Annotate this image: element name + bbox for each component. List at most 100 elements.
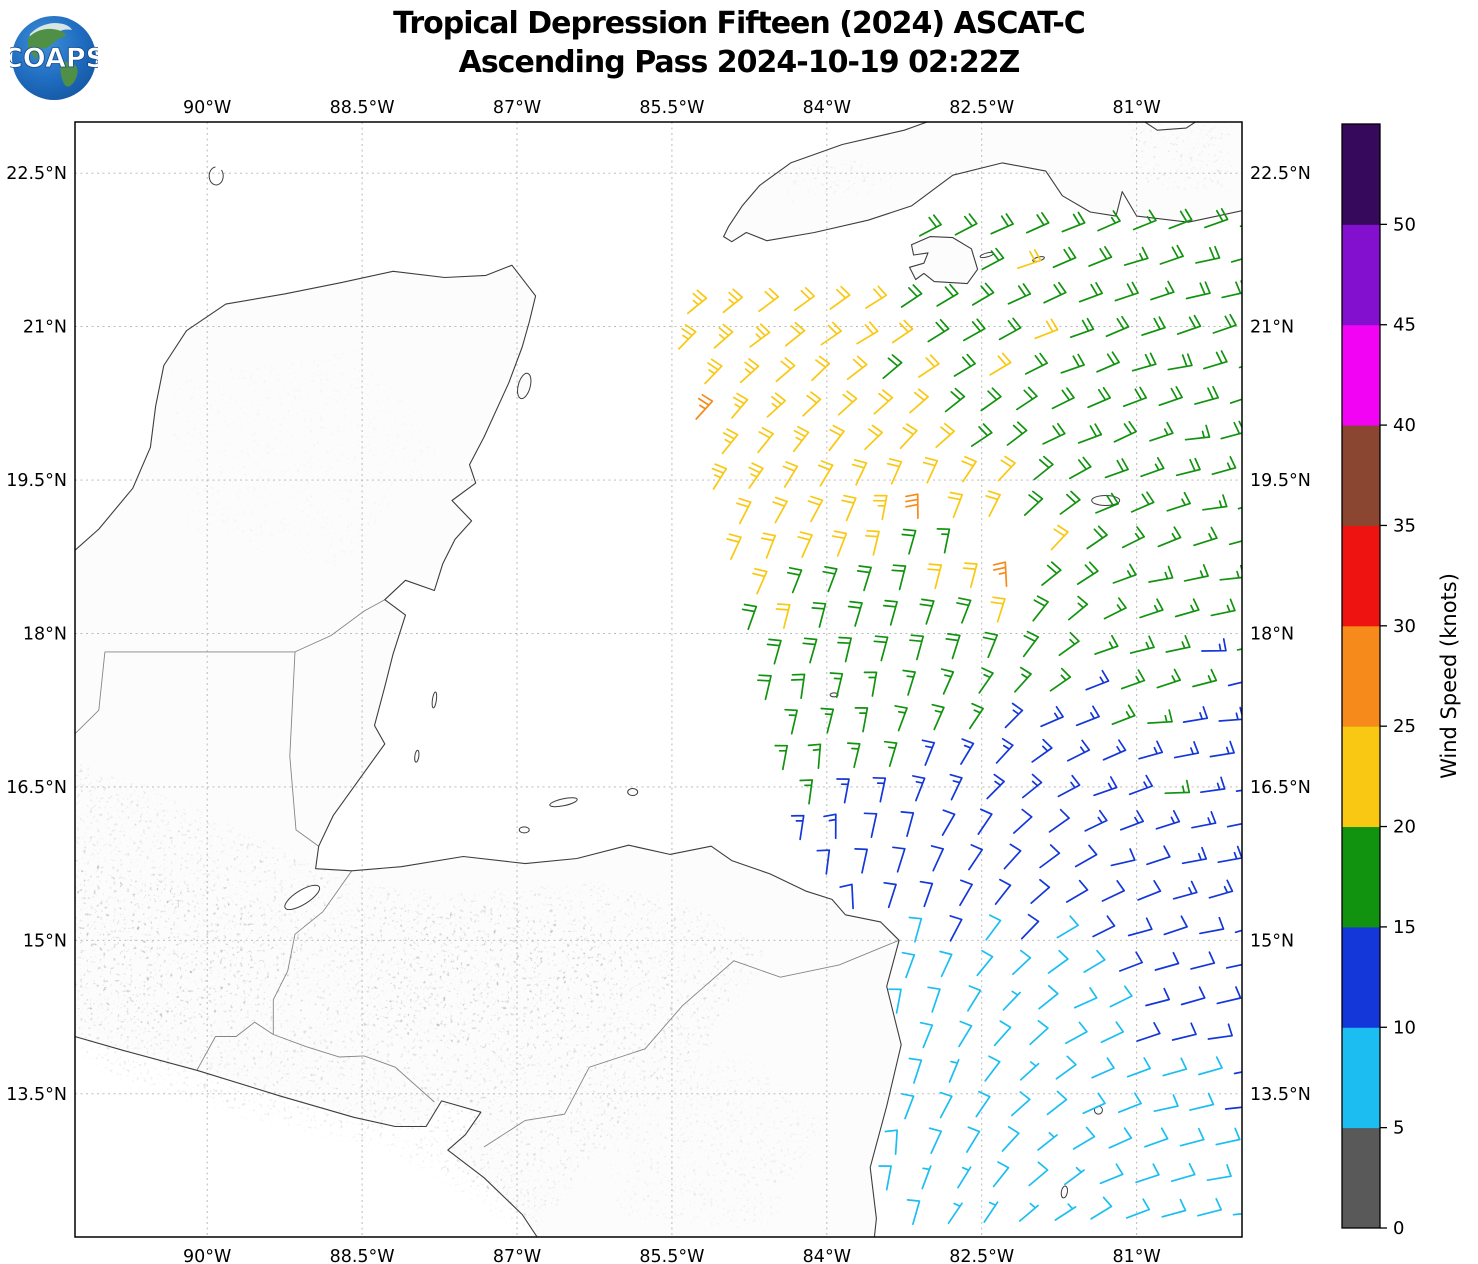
colorbar-tick-label: 50 (1393, 214, 1416, 235)
wind-barb (901, 1093, 915, 1120)
wind-barb (961, 455, 977, 483)
wind-barb (1194, 385, 1220, 405)
wind-barb (1199, 916, 1225, 935)
wind-barb (1190, 951, 1216, 970)
wind-barb (966, 1126, 981, 1153)
wind-barb (1255, 703, 1278, 721)
wind-barb (1216, 986, 1242, 1005)
wind-barb (1038, 984, 1059, 1010)
wind-barb (1225, 963, 1242, 969)
wind-barb (846, 742, 861, 769)
wind-barb (1102, 739, 1127, 761)
political-border (273, 1034, 435, 1103)
map-frame (74, 121, 1243, 1238)
wind-barb (1113, 420, 1137, 443)
wind-barb (949, 773, 963, 801)
wind-barb (908, 916, 923, 943)
wind-barb (927, 318, 950, 343)
wind-barb (901, 528, 917, 555)
wind-barb (1052, 246, 1077, 269)
wind-barb (1262, 949, 1285, 967)
wind-barb (1028, 1161, 1049, 1187)
wind-barb (900, 811, 915, 838)
wind-barb (1092, 915, 1116, 938)
colorbar-tick-label: 45 (1393, 315, 1416, 336)
wind-barb (1119, 810, 1145, 831)
wind-barb (722, 288, 744, 314)
wind-barb (1024, 352, 1049, 375)
wind-barb (1162, 1057, 1188, 1077)
wind-barb (793, 286, 816, 312)
wind-barb (1150, 280, 1175, 301)
y-axis-label-right: 21°N (1250, 318, 1294, 338)
wind-barb (1175, 457, 1201, 477)
coastline-central-america (75, 264, 902, 1237)
globe-south-america (60, 61, 78, 87)
wind-barb (872, 776, 887, 803)
wind-barb (963, 318, 986, 342)
wind-barb (1069, 317, 1095, 339)
wind-barb (1192, 668, 1218, 688)
wind-barb (1090, 1196, 1113, 1220)
wind-barb (891, 319, 914, 344)
wind-barb (792, 425, 810, 453)
wind-barb (1019, 1061, 1040, 1081)
wind-barb (1120, 669, 1146, 690)
wind-barb (980, 387, 1002, 412)
y-axis-label-left: 21°N (23, 318, 67, 338)
wind-barb (1145, 987, 1171, 1007)
wind-barb (1014, 666, 1032, 693)
wind-barb (944, 387, 966, 413)
political-border (196, 1021, 274, 1071)
wind-barb (1215, 1127, 1241, 1146)
wind-barb (939, 1091, 953, 1119)
wind-barb (873, 635, 889, 662)
x-axis-label-top: 82.5°W (949, 98, 1014, 118)
wind-barb (847, 600, 863, 627)
wind-barb (790, 814, 805, 841)
colorbar-tick-label: 30 (1393, 616, 1416, 637)
wind-barb (908, 1057, 923, 1084)
wind-barb (912, 775, 926, 802)
wind-barb (784, 321, 806, 347)
wind-barb (1201, 638, 1227, 652)
wind-barb (959, 879, 973, 907)
colorbar: Wind Speed (knots) (1341, 123, 1461, 1229)
wind-barb (784, 708, 798, 735)
wind-barb (1211, 456, 1237, 476)
wind-barb (921, 739, 936, 766)
wind-barb (1112, 563, 1137, 584)
wind-barb (1258, 278, 1280, 297)
wind-barb (786, 566, 803, 594)
x-axis-label-bottom: 84°W (803, 1247, 851, 1264)
wind-barb (1018, 1202, 1039, 1222)
wind-barb (1075, 705, 1100, 727)
wind-barb (1197, 1197, 1223, 1217)
wind-barb (864, 424, 884, 451)
map-layers (75, 122, 1242, 1237)
wind-barb (1254, 843, 1277, 861)
wind-barb (678, 324, 697, 350)
wind-barb (1127, 917, 1153, 937)
figure-subtitle: Ascending Pass 2024-10-19 02:22Z (458, 45, 1021, 80)
wind-barb (741, 603, 758, 631)
wind-barbs (678, 208, 1285, 1226)
wind-barb (1195, 245, 1221, 264)
wind-barb (807, 495, 824, 523)
x-axis-label-top: 87°W (493, 98, 541, 118)
wind-barb (854, 707, 869, 733)
wind-barb (1101, 880, 1126, 902)
wind-barb (960, 738, 975, 765)
wind-barb (1006, 421, 1028, 446)
political-border (289, 651, 319, 847)
wind-barb (981, 247, 1005, 271)
wind-barb (863, 812, 878, 839)
wind-barb (1163, 915, 1188, 936)
cays-belize (431, 691, 438, 709)
wind-barb (1185, 281, 1211, 300)
wind-barb (1042, 422, 1066, 445)
wind-barb (891, 564, 907, 591)
wind-barb (1063, 1166, 1085, 1186)
wind-barb (1253, 985, 1276, 1002)
wind-barb (1233, 1071, 1242, 1075)
